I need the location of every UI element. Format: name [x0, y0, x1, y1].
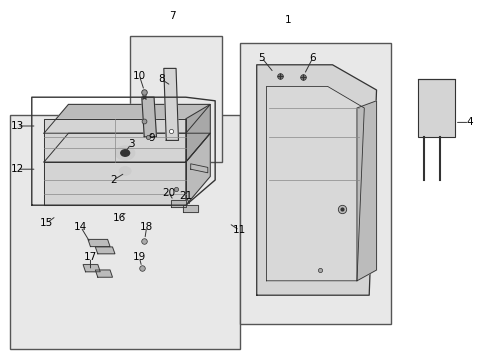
- Ellipse shape: [121, 150, 129, 156]
- Text: 19: 19: [132, 252, 146, 262]
- Text: 7: 7: [168, 11, 175, 21]
- Text: 10: 10: [133, 71, 145, 81]
- Text: 6: 6: [309, 53, 316, 63]
- Polygon shape: [142, 97, 156, 137]
- Bar: [239, 43, 390, 324]
- Bar: [417, 79, 454, 137]
- Text: 1: 1: [285, 15, 291, 25]
- Text: 15: 15: [40, 218, 53, 228]
- Bar: [129, 36, 222, 162]
- Polygon shape: [44, 104, 210, 133]
- Bar: [10, 115, 239, 349]
- Text: 3: 3: [127, 139, 134, 149]
- Text: 11: 11: [232, 225, 246, 235]
- Ellipse shape: [115, 146, 135, 160]
- Polygon shape: [163, 68, 178, 140]
- Polygon shape: [44, 162, 185, 205]
- Polygon shape: [44, 119, 185, 162]
- Text: 8: 8: [158, 74, 164, 84]
- Polygon shape: [190, 164, 207, 173]
- Polygon shape: [95, 247, 115, 254]
- Text: 12: 12: [10, 164, 24, 174]
- Polygon shape: [256, 65, 376, 295]
- Polygon shape: [95, 270, 112, 277]
- Text: 17: 17: [83, 252, 97, 262]
- Text: 20: 20: [162, 188, 175, 198]
- Polygon shape: [88, 239, 110, 247]
- Polygon shape: [171, 200, 185, 207]
- Polygon shape: [185, 133, 210, 205]
- Text: 4: 4: [465, 117, 472, 127]
- Text: 18: 18: [140, 222, 153, 232]
- Text: 14: 14: [74, 222, 87, 232]
- Text: 13: 13: [10, 121, 24, 131]
- Text: 16: 16: [113, 213, 126, 223]
- Text: 2: 2: [110, 175, 117, 185]
- Polygon shape: [356, 101, 376, 281]
- Text: 21: 21: [179, 191, 192, 201]
- Ellipse shape: [119, 167, 131, 175]
- Polygon shape: [183, 205, 198, 212]
- Polygon shape: [83, 265, 100, 272]
- Polygon shape: [185, 104, 210, 162]
- Polygon shape: [44, 133, 210, 162]
- Text: 5: 5: [258, 53, 264, 63]
- Text: 9: 9: [148, 132, 155, 143]
- Polygon shape: [266, 86, 364, 281]
